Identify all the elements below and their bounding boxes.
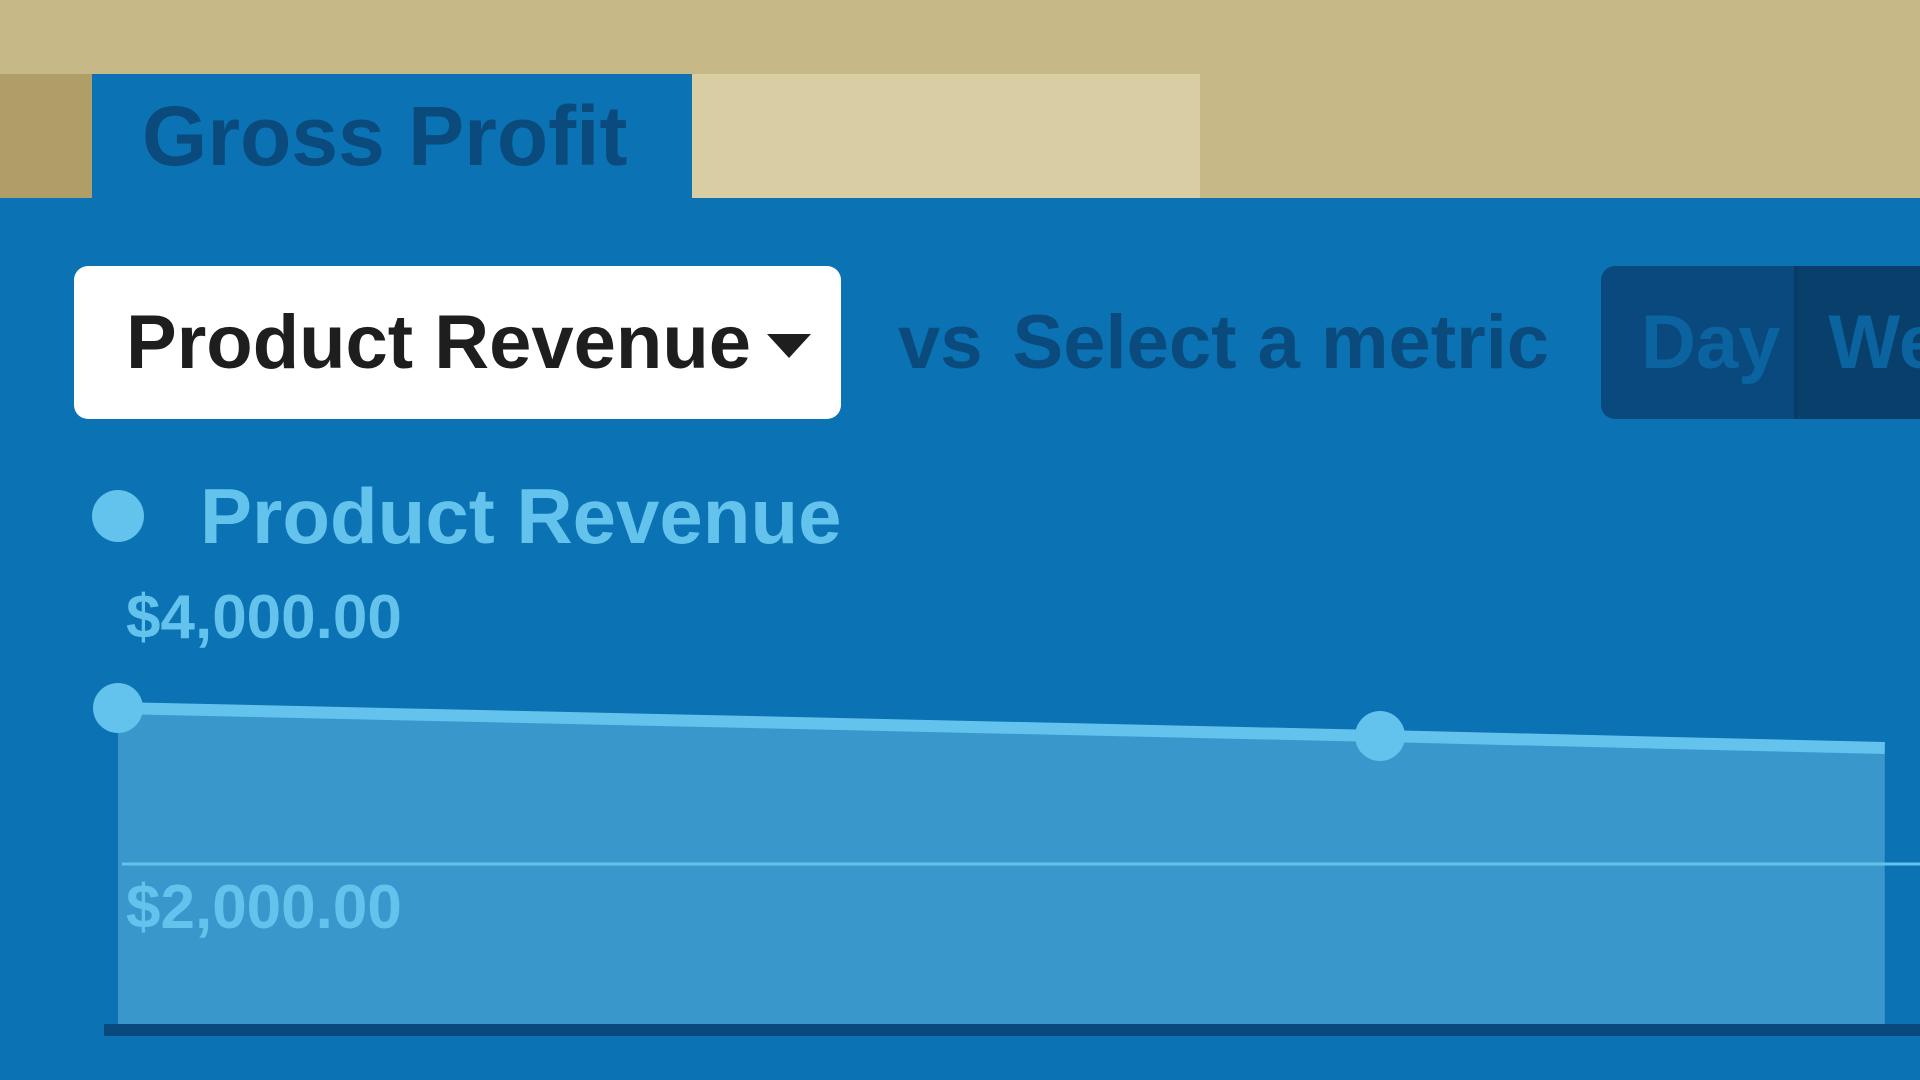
compare-selector: vs Select a metric bbox=[898, 266, 1549, 419]
chart-panel: Product Revenue vs Select a metric Day W… bbox=[0, 198, 1920, 1080]
period-toggle-group: Day We bbox=[1601, 266, 1920, 419]
chevron-down-icon bbox=[767, 334, 811, 358]
legend-series-label: Product Revenue bbox=[200, 471, 842, 560]
revenue-area-chart bbox=[93, 683, 1920, 1036]
legend-dot-icon bbox=[92, 490, 144, 542]
tab-gross-profit-label: Gross Profit bbox=[142, 88, 628, 183]
series-area-fill bbox=[118, 708, 1885, 1024]
tab-spacer bbox=[0, 74, 92, 198]
data-point-marker bbox=[93, 683, 143, 733]
period-day-label: Day bbox=[1641, 300, 1781, 385]
y-tick-label-2000: $2,000.00 bbox=[126, 873, 402, 942]
metric-dropdown[interactable]: Product Revenue bbox=[74, 266, 841, 419]
x-axis-baseline bbox=[104, 1024, 1920, 1036]
metric-dropdown-label: Product Revenue bbox=[126, 300, 752, 385]
data-point-marker bbox=[1355, 711, 1405, 761]
period-week-button[interactable]: We bbox=[1798, 266, 1920, 419]
vs-label: vs bbox=[898, 300, 983, 385]
y-tick-label-4000: $4,000.00 bbox=[126, 583, 402, 652]
period-day-button[interactable]: Day bbox=[1601, 266, 1799, 419]
compare-metric-select[interactable]: Select a metric bbox=[1012, 300, 1550, 385]
tab-gross-profit[interactable]: Gross Profit bbox=[92, 74, 692, 198]
chart-legend: Product Revenue bbox=[92, 466, 841, 566]
period-week-label: We bbox=[1828, 300, 1920, 385]
tab-inactive[interactable] bbox=[692, 74, 1200, 198]
